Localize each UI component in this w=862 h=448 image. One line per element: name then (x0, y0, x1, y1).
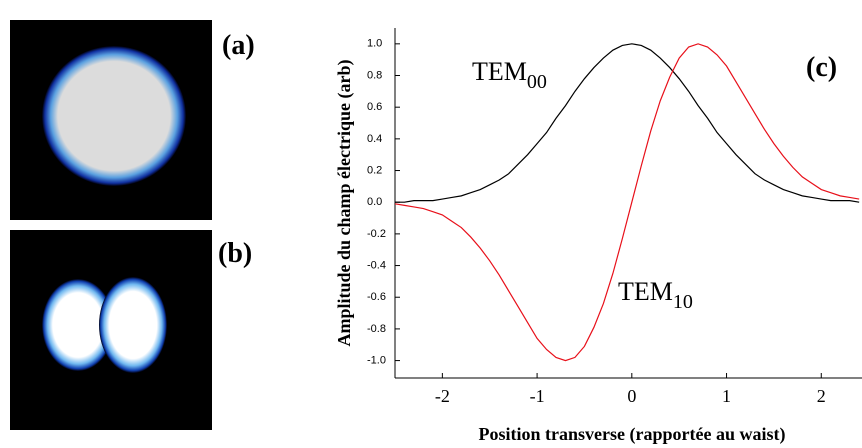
x-tick-label: 0 (627, 386, 636, 406)
annotation: TEM10 (618, 277, 693, 313)
x-tick-label: 2 (817, 386, 826, 406)
x-tick-label: -1 (530, 386, 545, 406)
y-axis-title: Amplitude du champ électrique (arb) (334, 60, 355, 347)
y-tick-label: -0.6 (367, 291, 386, 303)
line-series (395, 43, 860, 203)
image-a (10, 20, 212, 220)
y-tick-label: 1.0 (367, 38, 382, 50)
panel-label: (c) (806, 52, 837, 83)
panel-label: (a) (222, 30, 255, 61)
y-tick-label: 0.0 (367, 196, 382, 208)
y-tick-label: -0.2 (367, 228, 386, 240)
plot-area (395, 43, 860, 362)
line-series (395, 43, 860, 362)
y-tick-label: 0.4 (367, 133, 382, 145)
image-b (10, 230, 212, 430)
x-axis-title: Position transverse (rapportée au waist) (479, 424, 786, 445)
annotation: TEM00 (472, 57, 547, 93)
x-tick-label: -2 (435, 386, 450, 406)
y-tick-label: -0.4 (367, 259, 386, 271)
y-tick-label: -1.0 (367, 354, 386, 366)
x-tick-label: 1 (722, 386, 731, 406)
y-tick-label: 0.6 (367, 101, 382, 113)
y-tick-label: 0.8 (367, 69, 382, 81)
panel-label: (b) (218, 238, 252, 269)
y-tick-label: -0.8 (367, 323, 386, 335)
y-tick-label: 0.2 (367, 164, 382, 176)
